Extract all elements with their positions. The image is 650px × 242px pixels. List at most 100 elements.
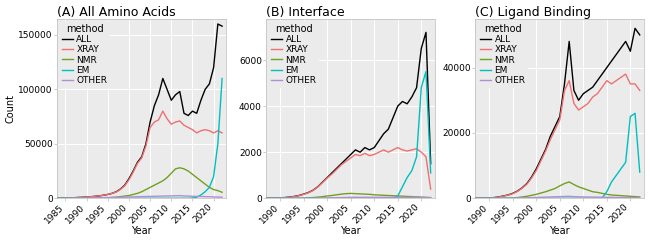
NMR bbox=[185, 170, 192, 173]
OTHER bbox=[384, 196, 392, 199]
EM bbox=[417, 86, 425, 89]
XRAY bbox=[476, 197, 484, 200]
XRAY bbox=[62, 197, 70, 199]
OTHER bbox=[617, 196, 625, 199]
EM bbox=[197, 194, 205, 197]
EM bbox=[598, 197, 606, 199]
NMR bbox=[121, 195, 129, 197]
OTHER bbox=[394, 196, 402, 199]
NMR bbox=[300, 197, 307, 199]
EM bbox=[509, 197, 517, 200]
ALL bbox=[108, 192, 116, 195]
ALL bbox=[333, 167, 341, 170]
EM bbox=[163, 197, 171, 200]
NMR bbox=[617, 194, 625, 197]
ALL bbox=[66, 197, 73, 199]
EM bbox=[133, 197, 141, 200]
EM bbox=[185, 197, 192, 200]
EM bbox=[575, 197, 582, 200]
OTHER bbox=[193, 195, 201, 198]
EM bbox=[537, 197, 545, 200]
NMR bbox=[323, 195, 331, 197]
NMR bbox=[384, 194, 392, 197]
EM bbox=[286, 197, 294, 200]
XRAY bbox=[218, 131, 226, 134]
NMR bbox=[188, 173, 196, 176]
OTHER bbox=[413, 196, 421, 199]
EM bbox=[318, 197, 326, 200]
ALL bbox=[403, 102, 411, 105]
XRAY bbox=[168, 123, 176, 126]
XRAY bbox=[337, 163, 345, 166]
XRAY bbox=[91, 195, 99, 198]
NMR bbox=[560, 182, 568, 185]
NMR bbox=[337, 193, 345, 196]
OTHER bbox=[579, 196, 587, 198]
NMR bbox=[150, 184, 158, 187]
ALL bbox=[214, 23, 222, 25]
NMR bbox=[636, 196, 643, 198]
EM bbox=[121, 197, 129, 200]
Line: NMR: NMR bbox=[57, 168, 222, 198]
OTHER bbox=[417, 196, 425, 199]
EM bbox=[281, 197, 289, 200]
NMR bbox=[112, 196, 120, 199]
XRAY bbox=[622, 73, 630, 76]
ALL bbox=[188, 110, 196, 113]
Line: EM: EM bbox=[57, 78, 222, 198]
XRAY bbox=[163, 117, 171, 120]
OTHER bbox=[504, 197, 512, 200]
ALL bbox=[366, 148, 374, 151]
OTHER bbox=[598, 196, 606, 199]
ALL bbox=[295, 194, 303, 197]
ALL bbox=[104, 193, 112, 196]
XRAY bbox=[417, 151, 425, 154]
OTHER bbox=[62, 197, 70, 200]
OTHER bbox=[70, 197, 78, 200]
XRAY bbox=[375, 151, 383, 154]
EM bbox=[129, 197, 137, 200]
XRAY bbox=[314, 186, 322, 189]
EM bbox=[528, 197, 536, 200]
EM bbox=[471, 197, 479, 200]
ALL bbox=[547, 135, 554, 138]
EM bbox=[176, 197, 184, 200]
NMR bbox=[133, 192, 141, 195]
EM bbox=[490, 197, 498, 200]
NMR bbox=[403, 195, 411, 198]
OTHER bbox=[541, 196, 549, 199]
NMR bbox=[176, 166, 184, 169]
XRAY bbox=[532, 169, 540, 172]
EM bbox=[617, 167, 625, 170]
EM bbox=[300, 197, 307, 200]
NMR bbox=[593, 191, 601, 194]
OTHER bbox=[622, 196, 630, 199]
ALL bbox=[394, 105, 402, 107]
ALL bbox=[389, 116, 397, 119]
NMR bbox=[398, 195, 406, 198]
OTHER bbox=[636, 196, 643, 199]
OTHER bbox=[566, 195, 573, 198]
ALL bbox=[180, 112, 188, 115]
XRAY bbox=[323, 176, 331, 179]
ALL bbox=[636, 33, 643, 36]
OTHER bbox=[300, 197, 307, 200]
XRAY bbox=[566, 79, 573, 82]
XRAY bbox=[83, 196, 90, 198]
EM bbox=[188, 197, 196, 199]
NMR bbox=[83, 197, 90, 200]
ALL bbox=[202, 88, 209, 91]
XRAY bbox=[99, 194, 107, 197]
ALL bbox=[304, 191, 312, 194]
Line: OTHER: OTHER bbox=[266, 197, 431, 198]
EM bbox=[328, 197, 336, 200]
ALL bbox=[163, 88, 171, 91]
OTHER bbox=[79, 197, 86, 199]
ALL bbox=[370, 146, 378, 149]
ALL bbox=[62, 197, 70, 199]
NMR bbox=[532, 193, 540, 196]
XRAY bbox=[495, 196, 502, 198]
OTHER bbox=[570, 195, 578, 198]
ALL bbox=[176, 90, 184, 93]
ALL bbox=[79, 196, 86, 199]
